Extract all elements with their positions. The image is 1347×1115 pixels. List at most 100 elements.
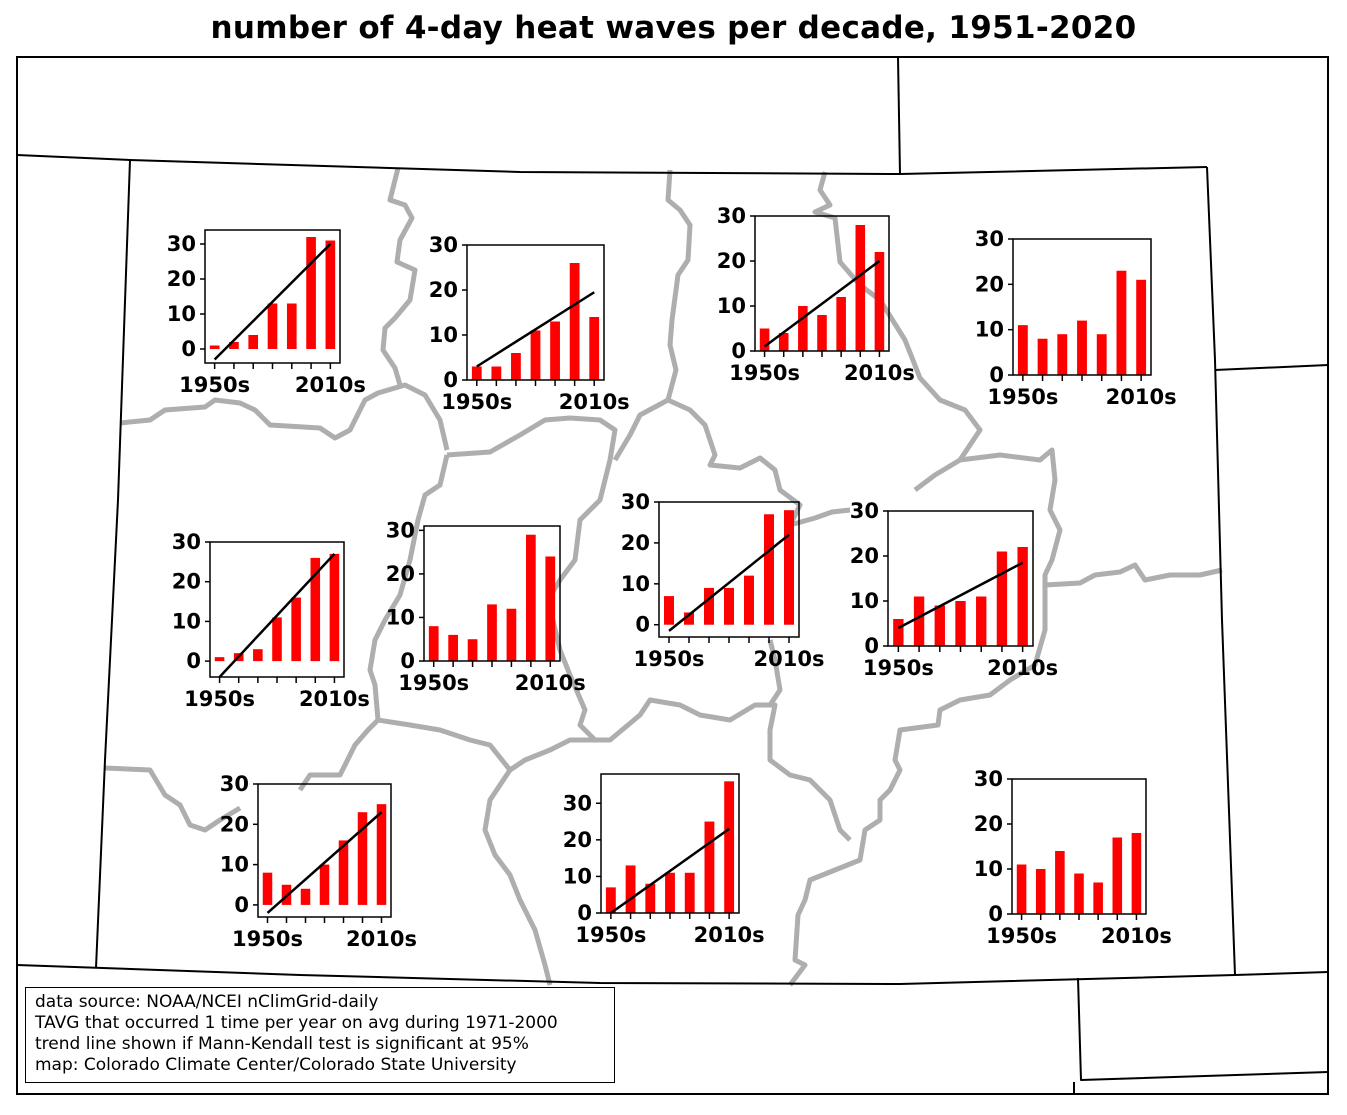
y-tick-label: 20 <box>621 531 650 555</box>
y-tick-label: 0 <box>864 634 879 658</box>
y-tick-label: 30 <box>563 791 592 815</box>
heatwave-chart: 0 10 20 30 1950s 2010s <box>167 229 366 397</box>
state-border <box>95 159 131 969</box>
y-tick-label: 30 <box>621 490 650 514</box>
y-tick-label: 0 <box>577 901 592 925</box>
y-tick-label: 10 <box>386 605 415 629</box>
map-frame <box>16 56 1329 1095</box>
y-tick-label: 20 <box>167 267 196 291</box>
y-tick-label: 30 <box>429 233 458 257</box>
bar <box>214 657 225 662</box>
bar <box>300 888 311 905</box>
x-tick-label: 2010s <box>844 361 915 385</box>
division-border <box>297 454 450 792</box>
x-tick-label: 1950s <box>863 656 934 680</box>
x-tick-label: 1950s <box>729 361 800 385</box>
heatwave-chart: 0 10 20 30 1950s 2010s <box>172 530 370 711</box>
bar <box>625 865 636 913</box>
bar <box>1037 338 1048 375</box>
y-tick-label: 20 <box>974 812 1003 836</box>
bar <box>1077 320 1087 375</box>
bar <box>665 872 675 913</box>
bar <box>376 804 387 905</box>
bar <box>1055 851 1065 914</box>
y-tick-label: 30 <box>220 772 249 796</box>
bar <box>955 601 966 646</box>
bar <box>764 514 774 625</box>
heatwave-chart: 0 10 20 30 1950s 2010s <box>975 227 1177 409</box>
bar <box>471 366 482 380</box>
bar <box>704 821 715 913</box>
y-tick-label: 0 <box>400 649 415 673</box>
bar <box>724 781 735 913</box>
x-tick-label: 2010s <box>754 647 825 671</box>
x-tick-label: 1950s <box>986 924 1057 948</box>
heatwave-charts: 0 10 20 30 1950s 2010s 0 10 20 30 1950s 2010s 0 10 20 3… <box>167 204 1177 951</box>
bar <box>357 812 368 905</box>
bar <box>467 639 478 661</box>
bar <box>248 335 259 349</box>
bar <box>550 321 560 380</box>
bar <box>684 612 694 625</box>
bar <box>784 510 794 625</box>
y-tick-label: 30 <box>386 518 415 542</box>
bar <box>1016 864 1027 914</box>
y-tick-label: 0 <box>635 613 650 637</box>
bar <box>229 342 239 349</box>
bar <box>913 596 925 646</box>
bar <box>934 605 945 646</box>
division-border <box>666 397 851 528</box>
bar <box>1112 837 1123 914</box>
trend-line <box>266 811 383 914</box>
bar <box>272 617 282 662</box>
y-tick-label: 20 <box>429 278 458 302</box>
trend-line <box>610 827 730 915</box>
trend-line <box>213 243 332 361</box>
division-border <box>788 447 1063 987</box>
bar <box>253 649 263 662</box>
x-tick-label: 1950s <box>575 923 646 947</box>
x-tick-label: 2010s <box>1106 385 1177 409</box>
heatwave-chart: 0 10 20 30 1950s 2010s <box>850 499 1058 680</box>
bar <box>1093 882 1103 914</box>
heatwave-chart: 0 10 20 30 1950s 2010s <box>386 518 586 695</box>
y-tick-label: 20 <box>386 562 415 586</box>
bar <box>704 587 714 625</box>
x-tick-label: 1950s <box>232 927 303 951</box>
y-tick-label: 30 <box>975 227 1004 251</box>
bar <box>428 626 439 661</box>
x-tick-label: 2010s <box>1101 924 1172 948</box>
y-tick-label: 10 <box>563 864 592 888</box>
x-tick-label: 2010s <box>559 390 630 414</box>
legend-line-source: data source: NOAA/NCEI nClimGrid-daily <box>35 992 379 1012</box>
bar <box>1074 873 1084 914</box>
bar <box>1017 547 1028 646</box>
bar <box>511 353 521 380</box>
bar <box>487 604 497 661</box>
state-border <box>1077 977 1329 1081</box>
state-border <box>1214 364 1329 371</box>
y-tick-label: 20 <box>717 249 746 273</box>
y-tick-label: 0 <box>989 363 1004 387</box>
bar <box>1131 833 1142 914</box>
x-tick-label: 2010s <box>694 923 765 947</box>
bar <box>836 297 846 351</box>
division-border <box>1044 562 1223 588</box>
bar <box>645 883 656 913</box>
bar <box>996 551 1008 646</box>
y-tick-label: 0 <box>443 368 458 392</box>
bar <box>589 317 600 380</box>
heatwave-chart: 0 10 20 30 1950s 2010s <box>717 204 915 385</box>
y-tick-label: 30 <box>172 530 201 554</box>
bar <box>267 303 278 349</box>
bar <box>1116 270 1127 375</box>
bar <box>286 303 297 349</box>
heatwave-chart: 0 10 20 30 1950s 2010s <box>621 490 825 671</box>
bar <box>262 872 273 905</box>
heatwave-chart: 0 10 20 30 1950s 2010s <box>563 773 765 947</box>
x-tick-label: 1950s <box>184 687 255 711</box>
trend-line <box>763 259 881 348</box>
state-border <box>1206 166 1236 976</box>
bar <box>664 596 674 625</box>
